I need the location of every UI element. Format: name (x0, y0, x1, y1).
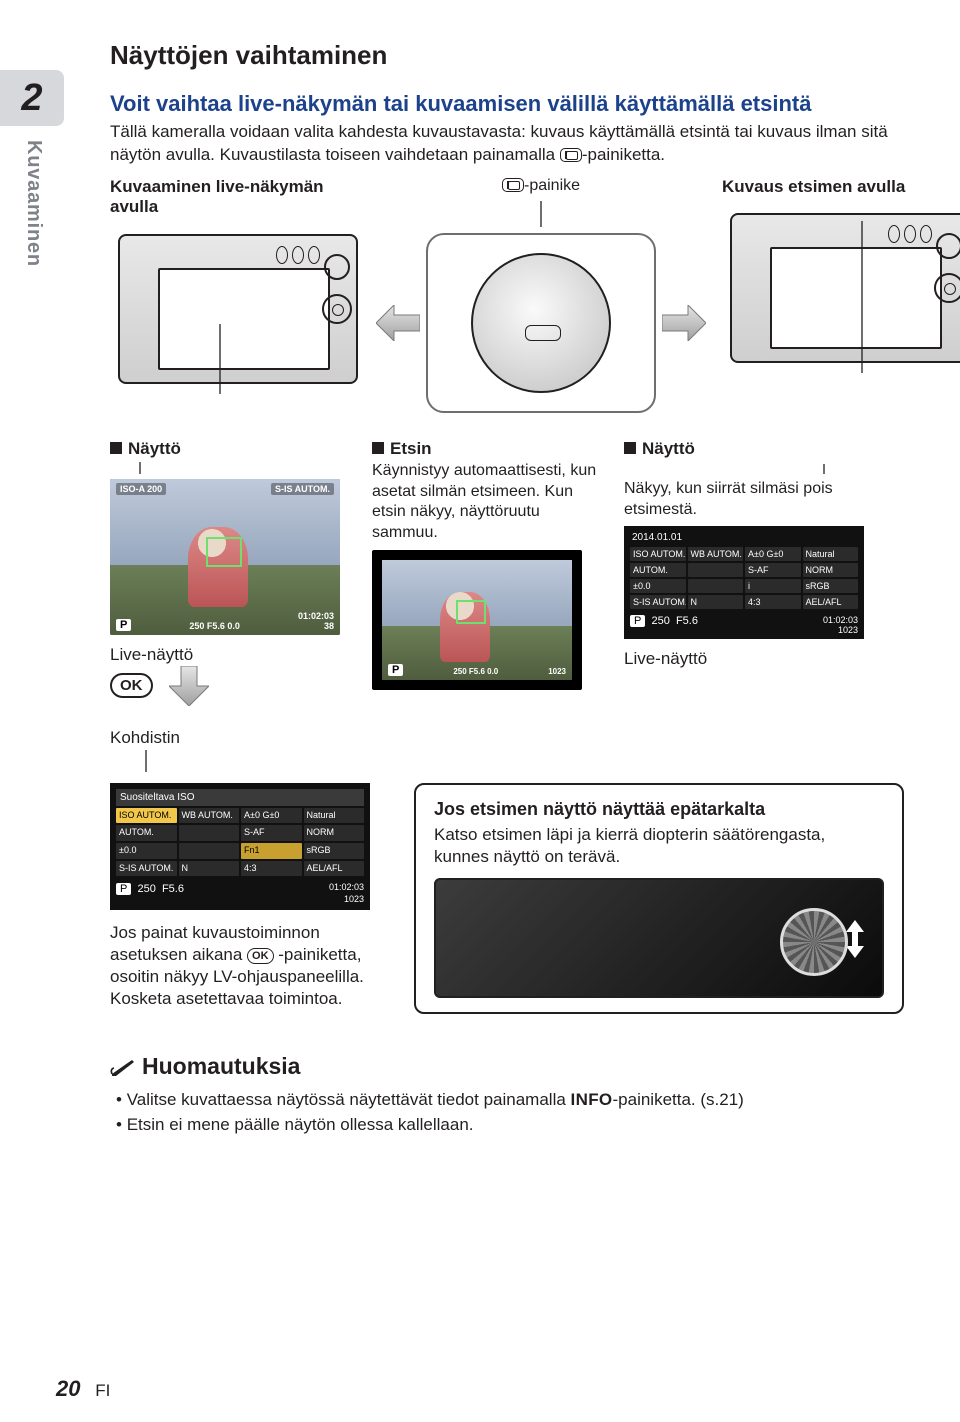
naytto-leader (110, 462, 350, 474)
intro-part1: Tällä kameralla voidaan valita kahdesta … (110, 122, 888, 164)
page-lang: FI (95, 1381, 110, 1400)
page-footer: 20 FI (56, 1376, 110, 1402)
lv-button-diagram (426, 233, 656, 413)
etsin-heading: Etsin (372, 439, 602, 459)
info-button-label: INFO (571, 1090, 613, 1109)
mid-col-label: -painike (502, 177, 580, 195)
left-col-label: Kuvaaminen live-näkymän avulla (110, 177, 360, 218)
diopter-illustration (434, 878, 884, 998)
right-col-label: Kuvaus etsimen avulla (722, 177, 960, 197)
section-label: Kuvaaminen (22, 140, 45, 267)
ok-inline-icon: OK (247, 948, 274, 964)
live-label-right: Live-näyttö (624, 649, 884, 669)
camera-right-illustration (722, 203, 960, 373)
live-view-screenshot: ISO-A 200S-IS AUTOM. P 250 F5.6 0.0 01:0… (110, 479, 340, 635)
ok-button-icon: OK (110, 673, 153, 698)
lv-super-control-panel: Suositeltava ISO ISO AUTOM. WB AUTOM. A±… (110, 783, 370, 910)
naytto2-leader (624, 464, 864, 474)
arrow-down-icon (169, 666, 209, 706)
camera-diagram-row: Kuvaaminen live-näkymän avulla -painike (110, 177, 904, 413)
section-number: 2 (0, 70, 64, 126)
notes-list: Valitse kuvattaessa näytössä näytettävät… (116, 1088, 904, 1137)
etsin-desc: Käynnistyy automaattisesti, kun asetat s… (372, 461, 602, 544)
live-label-left: Live-näyttö (110, 645, 350, 665)
panel-date: 2014.01.01 (630, 532, 858, 545)
cursor-label: Kohdistin (110, 728, 904, 748)
diopter-info-box: Jos etsimen näyttö näyttää epätarkalta K… (414, 783, 904, 1014)
page-subtitle: Voit vaihtaa live-näkymän tai kuvaamisen… (110, 91, 904, 117)
naytto-heading: Näyttö (110, 439, 350, 459)
camera-left-illustration (110, 224, 360, 394)
notes-heading: Huomautuksia (110, 1053, 904, 1080)
intro-suffix: -painiketta. (582, 145, 665, 164)
note-2: Etsin ei mene päälle näytön ollessa kall… (116, 1113, 904, 1138)
page-number: 20 (56, 1376, 80, 1401)
arrow-right-icon (662, 305, 706, 341)
intro-text: Tällä kameralla voidaan valita kahdesta … (110, 121, 904, 167)
note-1: Valitse kuvattaessa näytössä näytettävät… (116, 1088, 904, 1113)
evf-screenshot: P 250 F5.6 0.0 1023 (372, 550, 582, 690)
lv-button-icon (560, 148, 582, 162)
arrow-left-icon (376, 305, 420, 341)
cursor-leader (110, 750, 190, 772)
super-control-panel: 2014.01.01 ISO AUTOM. WB AUTOM. A±0 G±0 … (624, 526, 864, 639)
pointer-line (535, 201, 547, 227)
lv-panel-desc: Jos painat kuvaustoiminnon asetuksen aik… (110, 922, 390, 1010)
naytto2-heading: Näyttö (624, 439, 884, 459)
naytto2-desc: Näkyy, kun siirrät silmäsi pois etsimest… (624, 479, 884, 521)
screenshot-row: Näyttö ISO-A 200S-IS AUTOM. P 250 F5.6 0… (110, 439, 904, 706)
page-title: Näyttöjen vaihtaminen (110, 40, 904, 71)
lv-button-icon-small (502, 178, 524, 192)
diopter-heading: Jos etsimen näyttö näyttää epätarkalta (434, 799, 884, 820)
bottom-row: Suositeltava ISO ISO AUTOM. WB AUTOM. A±… (110, 783, 904, 1028)
panel-title: Suositeltava ISO (116, 789, 364, 806)
notes-icon (110, 1055, 136, 1075)
diopter-text: Katso etsimen läpi ja kierrä diopterin s… (434, 824, 884, 868)
